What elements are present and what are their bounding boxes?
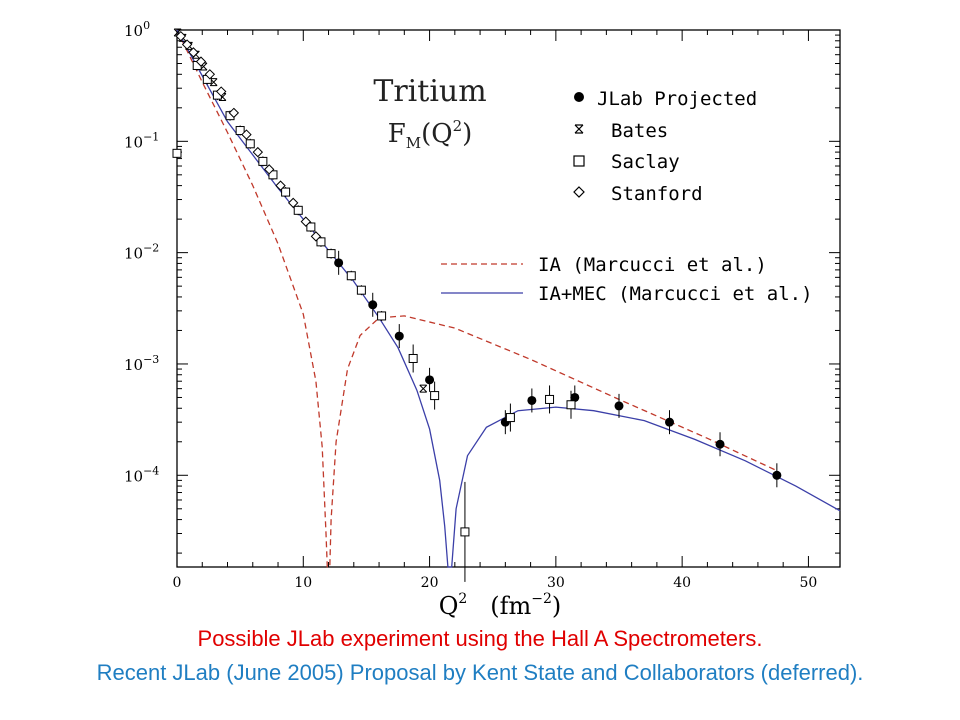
x-tick-label: 40 [673, 575, 691, 591]
saclay-point [377, 311, 387, 321]
saclay-point [545, 394, 555, 404]
jlab-point [570, 392, 580, 402]
chart-title-line2: FM(Q2) [388, 117, 473, 152]
saclay-point [430, 391, 440, 401]
x-tick-label: 10 [294, 575, 312, 591]
legend-saclay-symbol [573, 155, 585, 167]
caption-line-2: Recent JLab (June 2005) Proposal by Kent… [96, 660, 864, 685]
y-tick-label: 10−1 [124, 130, 159, 151]
saclay-point [460, 527, 470, 537]
y-tick-label: 10−4 [124, 464, 159, 485]
x-axis-label: Q2 (fm−2) [439, 591, 562, 620]
axis-ticks: 0 10 20 30 40 50 100 10−1 10−2 10−3 10−4 [124, 19, 840, 591]
plot-frame [176, 29, 841, 568]
y-tick-label: 10−2 [124, 242, 159, 263]
jlab-point [614, 401, 624, 411]
jlab-point [425, 375, 435, 385]
x-tick-label: 20 [421, 575, 439, 591]
x-tick-label: 30 [547, 575, 565, 591]
stanford-point [241, 129, 252, 140]
jlab-point [334, 258, 344, 268]
saclay-point [346, 271, 356, 281]
stanford-point [252, 146, 264, 158]
saclay-point [505, 413, 515, 423]
saclay-point [326, 249, 336, 259]
legend-bates-label: Bates [611, 120, 668, 142]
jlab-point [394, 331, 404, 341]
jlab-point [665, 417, 675, 427]
caption-line-1: Possible JLab experiment using the Hall … [197, 626, 763, 651]
bates-point [209, 78, 218, 87]
stanford-point [215, 86, 227, 97]
saclay-point [268, 170, 278, 180]
stanford-point [195, 56, 207, 67]
stanford-point [310, 231, 322, 242]
saclay-point [566, 400, 576, 410]
ia-curve [176, 29, 778, 568]
y-tick-label: 100 [124, 19, 150, 40]
saclay-point [172, 148, 182, 158]
legend-bates-symbol [574, 124, 584, 134]
saclay-point [235, 126, 245, 136]
bates-point [199, 62, 208, 71]
legend-saclay-label: Saclay [611, 151, 680, 173]
y-tick-label: 10−3 [124, 353, 159, 374]
data-points [172, 28, 782, 582]
saclay-point [356, 285, 366, 295]
legend: JLab Projected Bates Saclay Stanford IA … [441, 88, 813, 305]
stanford-point [181, 39, 193, 50]
legend-jlab-symbol [574, 92, 584, 102]
jlab-point [368, 300, 378, 310]
bates-point [218, 93, 227, 102]
saclay-point [245, 139, 255, 149]
bates-point [173, 28, 182, 37]
legend-ia-label: IA (Marcucci et al.) [538, 254, 767, 276]
legend-stanford-symbol [573, 186, 585, 198]
x-tick-label: 50 [800, 575, 818, 591]
form-factor-chart: 0 10 20 30 40 50 100 10−1 10−2 10−3 10−4 Tritium F… [124, 19, 841, 620]
jlab-point [527, 395, 537, 405]
stanford-point [175, 30, 186, 42]
stanford-point [263, 164, 275, 175]
saclay-point [293, 205, 303, 215]
saclay-point [306, 222, 316, 232]
stanford-point [204, 69, 216, 80]
legend-stanford-label: Stanford [611, 183, 703, 205]
x-tick-label: 0 [173, 575, 182, 591]
saclay-point [408, 353, 418, 363]
legend-iamec-label: IA+MEC (Marcucci et al.) [538, 283, 813, 305]
stanford-point [188, 47, 199, 58]
stanford-point [287, 197, 299, 209]
saclay-point [281, 187, 291, 197]
chart-title-line1: Tritium [373, 74, 486, 109]
jlab-point [772, 470, 782, 480]
bates-point [419, 384, 428, 393]
saclay-point [258, 156, 268, 166]
saclay-point [316, 237, 326, 247]
stanford-point [275, 180, 286, 191]
legend-jlab-label: JLab Projected [597, 88, 757, 110]
stanford-point [300, 216, 312, 227]
stanford-point [228, 107, 240, 119]
jlab-point [715, 439, 725, 449]
